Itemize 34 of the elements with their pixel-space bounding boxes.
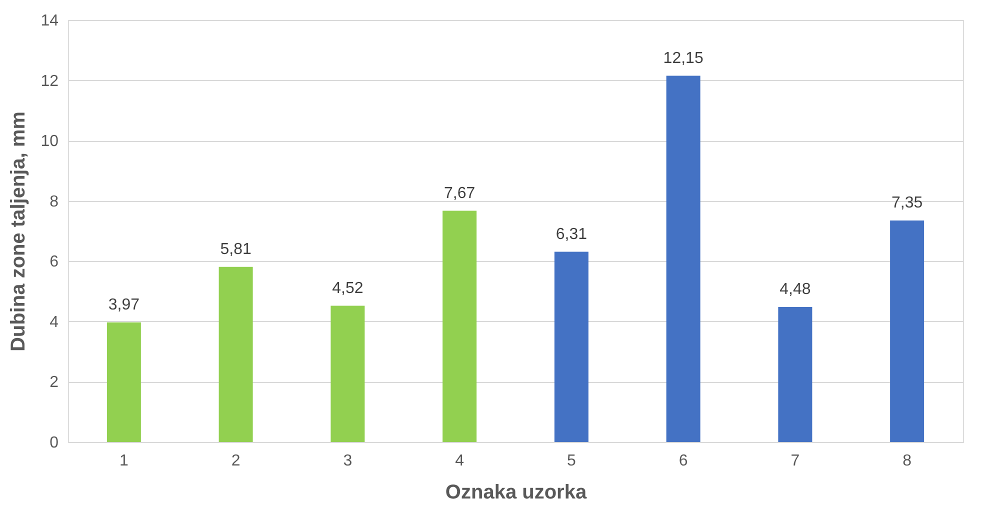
bar xyxy=(778,306,812,442)
x-tick-label: 8 xyxy=(902,452,912,470)
x-tick-label: 7 xyxy=(790,452,800,470)
bar xyxy=(554,252,588,442)
data-label: 12,15 xyxy=(663,50,704,67)
bar xyxy=(218,266,253,442)
x-tick-label: 5 xyxy=(566,452,576,470)
data-label: 5,81 xyxy=(220,240,252,258)
data-label: 7,67 xyxy=(444,184,476,202)
bar xyxy=(442,210,477,442)
y-tick-label: 0 xyxy=(50,434,59,452)
x-axis-title: Oznaka uzorka xyxy=(445,482,588,504)
bar xyxy=(330,306,365,442)
y-tick-label: 2 xyxy=(50,374,59,392)
y-tick-label: 6 xyxy=(50,254,59,271)
bar xyxy=(890,220,924,442)
y-tick-label: 8 xyxy=(50,193,59,210)
data-label: 7,35 xyxy=(891,194,923,212)
x-tick-label: 1 xyxy=(119,452,128,470)
y-tick-label: 4 xyxy=(50,314,59,331)
x-tick-label: 3 xyxy=(343,452,352,470)
bar xyxy=(666,76,700,442)
y-tick-label: 10 xyxy=(40,133,59,150)
data-label: 4,52 xyxy=(332,280,364,297)
bar xyxy=(106,322,141,442)
x-tick-label: 2 xyxy=(231,452,240,470)
y-tick-label: 14 xyxy=(40,12,59,30)
y-tick-label: 12 xyxy=(40,72,59,90)
y-axis-title: Dubina zone taljenja, mm xyxy=(8,111,30,352)
data-label: 4,48 xyxy=(780,280,811,298)
data-label: 3,97 xyxy=(108,296,140,314)
x-tick-label: 4 xyxy=(455,452,464,470)
x-tick-label: 6 xyxy=(678,452,688,470)
data-label: 6,31 xyxy=(556,226,588,243)
